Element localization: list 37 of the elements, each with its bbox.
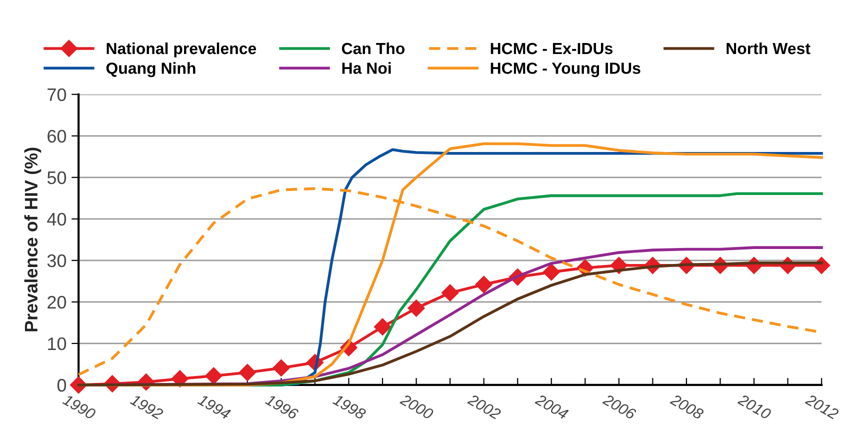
y-tick-label: 10: [48, 337, 66, 350]
point: [475, 276, 492, 294]
y-tick-label: 50: [47, 171, 66, 184]
x-tick-label: 1998: [332, 394, 367, 420]
legend-label: Ha Noi: [342, 62, 391, 74]
point: [442, 284, 459, 302]
point: [374, 318, 392, 336]
legend-label: Can Tho: [342, 42, 405, 54]
x-tick-label: 2012: [804, 394, 840, 420]
y-tick-label: 40: [47, 212, 66, 226]
x-tick-label: 1992: [130, 394, 164, 420]
point: [171, 370, 188, 388]
y-tick-label: 60: [48, 130, 66, 143]
legend-label: National prevalence: [106, 42, 256, 58]
x-tick-label: 1996: [264, 394, 300, 420]
y-tick-label: 70: [48, 88, 66, 102]
x-tick-label: 2002: [466, 394, 502, 420]
y-tick-label: 30: [47, 254, 66, 268]
point: [272, 359, 290, 377]
point: [238, 364, 256, 382]
x-tick-label: 2004: [534, 394, 569, 420]
point: [542, 264, 560, 281]
y-axis-title: Prevalence of HIV (%): [24, 148, 42, 332]
y-tick-label: 0: [57, 378, 66, 392]
x-tick-label: 2006: [602, 394, 637, 420]
legend-label: HCMC - Ex-IDUs: [490, 42, 612, 54]
point: [408, 300, 425, 317]
x-tick-label: 2008: [670, 394, 704, 420]
legend-label: HCMC - Young IDUs: [490, 62, 640, 78]
x-tick-label: 2010: [737, 394, 772, 420]
legend-label: Quang Ninh: [106, 62, 196, 78]
x-tick-label: 1994: [197, 394, 232, 420]
y-tick-label: 20: [48, 296, 66, 309]
x-tick-label: 1990: [62, 394, 97, 420]
x-tick-label: 2000: [399, 394, 434, 420]
point: [205, 367, 222, 384]
legend-label: North West: [726, 42, 810, 54]
